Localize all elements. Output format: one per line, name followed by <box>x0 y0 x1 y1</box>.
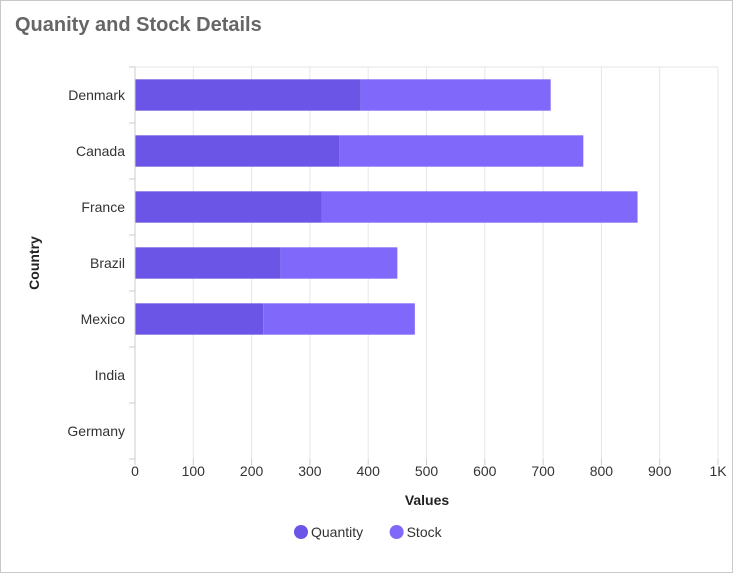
y-tick-label: Mexico <box>81 311 126 327</box>
legend-marker-stock <box>389 525 404 539</box>
legend-label-quantity: Quantity <box>311 524 363 540</box>
bar-stock <box>321 191 638 223</box>
x-tick-label: 400 <box>357 463 381 479</box>
legend-label-stock: Stock <box>407 524 443 540</box>
y-axis-title: Country <box>26 236 42 290</box>
bar-stock <box>263 303 415 335</box>
x-tick-label: 100 <box>182 463 206 479</box>
bars <box>135 79 638 335</box>
y-tick-label: Brazil <box>90 255 125 271</box>
legend-marker-quantity <box>294 525 308 539</box>
bar-quantity <box>135 303 264 335</box>
y-tick-label: India <box>95 367 126 383</box>
y-tick-label: Germany <box>67 423 125 439</box>
x-axis-title: Values <box>405 492 450 508</box>
bar-quantity <box>135 247 281 279</box>
chart-title: Quanity and Stock Details <box>15 14 262 36</box>
y-tick-label: Canada <box>76 143 125 159</box>
x-tick-label: 900 <box>648 463 672 479</box>
y-tick-label: France <box>81 199 125 215</box>
bar-quantity <box>135 79 361 111</box>
legend: Quantity Stock <box>294 524 443 540</box>
bar-stock <box>280 247 398 279</box>
x-tick-label: 700 <box>531 463 555 479</box>
bar-quantity <box>135 191 322 223</box>
bar-stock <box>339 135 584 167</box>
x-tick-label: 0 <box>131 463 139 479</box>
bar-quantity <box>135 135 340 167</box>
x-tick-label: 300 <box>298 463 322 479</box>
x-tick-label: 500 <box>415 463 439 479</box>
x-tick-label: 800 <box>590 463 614 479</box>
axes: 0 100 200 300 400 500 600 700 800 900 1K Denmark Can… <box>67 66 727 479</box>
bar-stock <box>360 79 551 111</box>
x-tick-label: 200 <box>240 463 264 479</box>
x-tick-label: 600 <box>473 463 497 479</box>
y-tick-label: Denmark <box>68 87 126 103</box>
x-tick-label: 1K <box>709 463 727 479</box>
